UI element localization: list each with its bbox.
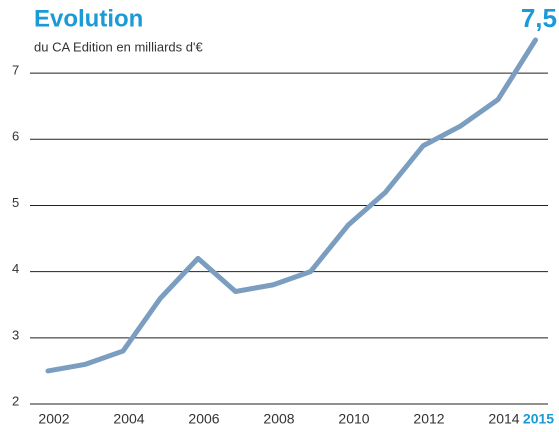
y-tick-label: 2 [12,393,19,408]
y-tick-label: 7 [12,63,19,78]
y-tick-label: 3 [12,327,19,342]
y-tick-label: 5 [12,195,19,210]
x-tick-label: 2015 [523,411,554,427]
y-tick-label: 4 [12,261,19,276]
chart-title: Evolution [34,5,143,32]
x-tick-label: 2010 [338,411,369,427]
chart-subtitle: du CA Edition en milliards d'€ [34,39,203,54]
data-label: 7,5 [521,3,557,33]
x-tick-label: 2008 [263,411,294,427]
x-tick-label: 2004 [113,411,144,427]
y-tick-label: 6 [12,129,19,144]
line [45,37,538,374]
x-tick-label: 2012 [413,411,444,427]
x-tick-label: 2002 [38,411,69,427]
x-tick-label: 2006 [188,411,219,427]
x-tick-label: 2014 [488,411,519,427]
